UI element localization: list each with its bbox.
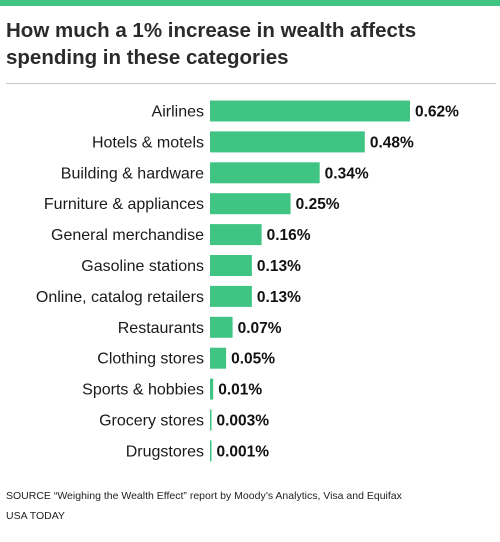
bar [210,378,214,400]
value-label: 0.16% [267,227,311,244]
bar [210,347,227,369]
category-label: Furniture & appliances [44,196,204,213]
source-note: SOURCE “Weighing the Wealth Effect” repo… [6,490,402,502]
value-label: 0.003% [217,413,270,430]
value-label: 0.62% [415,104,459,121]
value-label: 0.34% [325,165,369,182]
title-divider [6,83,496,84]
category-label: Sports & hobbies [82,382,204,399]
category-label: Hotels & motels [92,134,204,151]
chart-footer: SOURCE “Weighing the Wealth Effect” repo… [6,486,496,526]
bar-chart: Airlines 0.62% Hotels & motels 0.48% Buildin… [36,100,459,462]
publisher-credit: USA TODAY [6,510,65,522]
top-accent-rule [0,0,500,6]
bar [210,255,252,276]
bar [210,131,365,153]
bar [210,224,262,246]
value-label: 0.25% [296,196,340,213]
category-label: Grocery stores [99,413,204,430]
value-label: 0.01% [218,382,262,399]
bar [210,316,233,338]
category-label: Restaurants [118,320,204,337]
category-label: Drugstores [126,443,204,460]
value-label: 0.13% [257,258,301,275]
bar [210,162,320,184]
category-label: Airlines [152,104,204,121]
bar [210,440,212,462]
value-label: 0.001% [217,443,270,460]
category-label: Gasoline stations [81,258,204,275]
value-label: 0.48% [370,134,414,151]
category-label: Clothing stores [97,351,204,368]
value-label: 0.07% [238,320,282,337]
category-label: General merchandise [51,227,204,244]
category-label: Online, catalog retailers [36,289,204,306]
bar [210,409,212,431]
chart-title: How much a 1% increase in wealth affects… [6,19,417,69]
bar [210,193,291,215]
value-label: 0.05% [231,351,275,368]
bar [210,100,410,122]
category-label: Building & hardware [61,165,204,182]
bar [210,285,252,307]
value-label: 0.13% [257,289,301,306]
